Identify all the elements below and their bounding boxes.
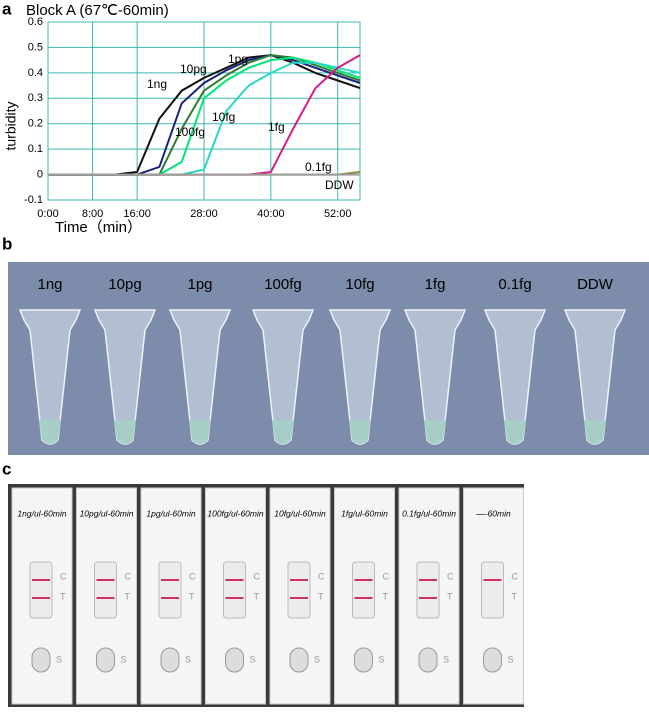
tube-label: 1fg: [425, 276, 446, 293]
tube-label: 10pg: [108, 276, 141, 293]
series-label: 1fg: [268, 120, 285, 134]
strip-s: S: [314, 654, 320, 664]
strip-window: [223, 561, 246, 619]
series-label: 10fg: [212, 110, 235, 124]
strip-c: C: [383, 571, 390, 581]
strip-label: 10pg/ul-60min: [80, 508, 134, 518]
series-label: 1pg: [228, 52, 248, 66]
strip-c: C: [447, 571, 454, 581]
strip-t: T: [254, 591, 260, 601]
y-tick-label: 0: [37, 168, 43, 180]
strip-window: [158, 561, 182, 619]
tube-label: 100fg: [264, 276, 302, 293]
x-tick-label: 8:00: [82, 208, 103, 220]
strip-window: [29, 561, 53, 619]
x-tick-label: 28:00: [190, 208, 218, 220]
x-tick-label: 40:00: [257, 208, 285, 220]
strip-t: T: [189, 591, 195, 601]
strip-t: T: [318, 591, 324, 601]
strip-s: S: [250, 654, 256, 664]
strip-label: 100fg/ul-60min: [207, 508, 264, 518]
series-label: 0.1fg: [305, 160, 332, 174]
tube-liquid: [349, 420, 371, 444]
tube-label: DDW: [577, 276, 614, 293]
strip-t: T: [447, 591, 453, 601]
strip-label: 1ng/ul-60min: [17, 508, 66, 518]
panel-label: b: [2, 234, 12, 253]
sample-well: [483, 647, 502, 673]
strip-label: —-60min: [475, 508, 511, 518]
strip-t: T: [383, 591, 389, 601]
tube-label: 0.1fg: [498, 276, 531, 293]
tube-label: 1ng: [37, 276, 62, 293]
tube-liquid: [584, 420, 606, 444]
y-tick-label: 0.1: [28, 143, 43, 155]
sample-well: [289, 647, 309, 673]
strip-t: T: [512, 591, 518, 601]
x-axis-label: Time（min）: [55, 219, 142, 236]
strip-c: C: [254, 571, 261, 581]
series-label: 100fg: [175, 125, 205, 139]
sample-well: [160, 647, 180, 673]
y-tick-label: 0.6: [28, 16, 43, 28]
x-tick-label: 0:00: [37, 208, 58, 220]
tube-photo: [8, 262, 649, 455]
series-label: 1ng: [147, 77, 167, 91]
strip-t: T: [60, 591, 66, 601]
strip-c: C: [189, 571, 196, 581]
strip-s: S: [379, 654, 385, 664]
tube-liquid: [39, 420, 61, 444]
x-tick-label: 52:00: [324, 208, 352, 220]
strip-window: [481, 561, 504, 619]
strip-s: S: [443, 654, 449, 664]
strip-window: [94, 561, 117, 619]
strip-c: C: [125, 571, 132, 581]
sample-well: [354, 647, 373, 673]
y-tick-label: 0.4: [28, 67, 43, 79]
strip-c: C: [318, 571, 325, 581]
series-label: DDW: [325, 178, 354, 192]
chart-title: Block A (67℃-60min): [26, 2, 169, 19]
strip-s: S: [185, 654, 191, 664]
tube-liquid: [189, 420, 211, 444]
tube-liquid: [272, 420, 294, 444]
tube-liquid: [424, 420, 446, 444]
y-tick-label: 0.2: [28, 118, 43, 130]
strip-label: 1pg/ul-60min: [146, 508, 195, 518]
tube-label: 10fg: [345, 276, 374, 293]
y-tick-label: 0.5: [28, 41, 43, 53]
strip-t: T: [125, 591, 131, 601]
strip-c: C: [60, 571, 67, 581]
series-label: 10pg: [180, 62, 207, 76]
strip-label: 0.1fg/ul-60min: [402, 508, 456, 518]
strip-window: [352, 561, 375, 619]
sample-well: [96, 647, 115, 673]
sample-well: [225, 647, 244, 673]
x-tick-label: 16:00: [123, 208, 151, 220]
tube-label: 1pg: [187, 276, 212, 293]
tube-liquid: [114, 420, 136, 444]
strip-s: S: [121, 654, 127, 664]
y-axis-label: turbidity: [3, 101, 19, 150]
strip-window: [287, 561, 311, 619]
y-tick-label: 0.3: [28, 92, 43, 104]
y-tick-label: -0.1: [24, 194, 43, 206]
sample-well: [31, 647, 51, 673]
sample-well: [418, 647, 438, 673]
strip-label: 1fg/ul-60min: [341, 508, 388, 518]
strip-s: S: [508, 654, 514, 664]
strip-c: C: [512, 571, 519, 581]
strip-label: 10fg/ul-60min: [274, 508, 326, 518]
tube-liquid: [504, 420, 526, 444]
panel-label: c: [2, 459, 11, 478]
panel-label: a: [2, 0, 12, 18]
strip-s: S: [56, 654, 62, 664]
strip-window: [416, 561, 440, 619]
